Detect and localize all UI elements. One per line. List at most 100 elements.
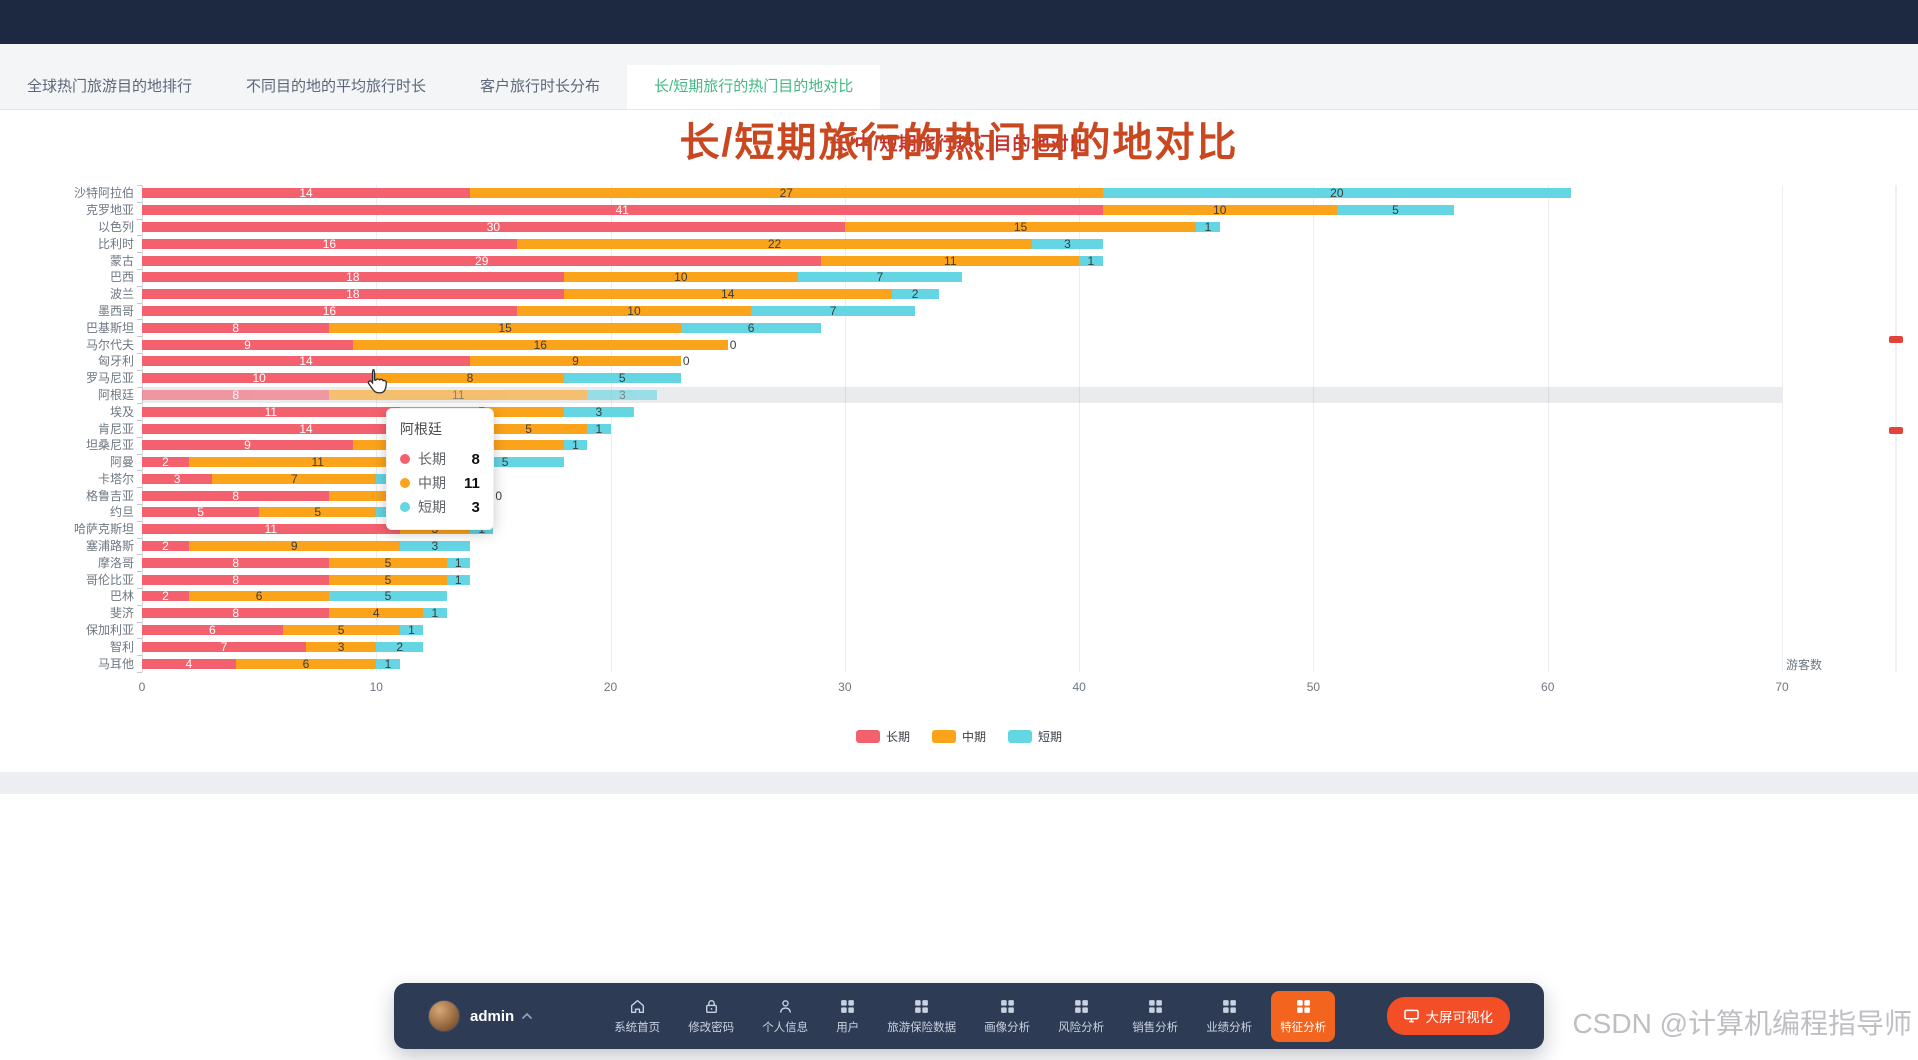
grid-icon — [1221, 998, 1238, 1015]
y-axis-tick — [137, 588, 142, 590]
y-axis-tick — [137, 470, 142, 472]
bottomnav-item-label: 业绩分析 — [1206, 1021, 1253, 1034]
y-axis-label: 克罗地亚 — [85, 203, 134, 218]
y-axis-tick — [137, 319, 142, 321]
tab-duration-distribution[interactable]: 客户旅行时长分布 — [480, 78, 601, 95]
bottomnav-item-portrait-analysis[interactable]: 画像分析 — [975, 991, 1039, 1042]
y-axis-label: 阿根廷 — [97, 387, 134, 402]
bar-segment-中期: 4 — [329, 607, 424, 619]
x-axis-tick-label: 10 — [369, 680, 383, 694]
tab-avg-duration[interactable]: 不同目的地的平均旅行时长 — [246, 78, 427, 95]
bottomnav-item-label: 风险分析 — [1058, 1021, 1105, 1034]
bar-segment-中期: 11 — [329, 389, 588, 401]
gridline-20 — [610, 185, 612, 672]
bar-segment-长期: 14 — [142, 355, 470, 367]
bottomnav-item-risk-analysis[interactable]: 风险分析 — [1049, 991, 1113, 1042]
gridline-70 — [1782, 185, 1783, 672]
bottomnav-item-change-password[interactable]: 修改密码 — [679, 991, 743, 1042]
tabs-container: 全球热门旅游目的地排行 不同目的地的平均旅行时长 客户旅行时长分布 长/短期旅行的热门… — [0, 65, 881, 109]
y-axis-tick — [137, 386, 142, 388]
y-axis-label: 沙特阿拉伯 — [73, 186, 134, 201]
legend-item-中期[interactable]: 中期 — [931, 728, 986, 745]
bottomnav-item-label: 个人信息 — [762, 1021, 809, 1034]
username[interactable]: admin — [470, 1007, 515, 1025]
y-axis-tick — [137, 201, 142, 203]
y-axis-tick — [137, 554, 142, 556]
bottomnav-item-performance-analysis[interactable]: 业绩分析 — [1197, 991, 1261, 1042]
gridline-50 — [1313, 185, 1315, 672]
bottomnav-item-label: 修改密码 — [688, 1021, 735, 1034]
y-axis-label: 阿曼 — [109, 455, 134, 470]
bar-segment-长期: 10 — [142, 372, 377, 384]
tab-global-ranking[interactable]: 全球热门旅游目的地排行 — [27, 78, 193, 95]
bottomnav-item-label: 旅游保险数据 — [887, 1021, 957, 1034]
bottomnav-item-insurance-data[interactable]: 旅游保险数据 — [878, 991, 965, 1042]
bottomnav-item-feature-analysis[interactable]: 特征分析 — [1271, 990, 1336, 1042]
dashboard-button-label: 大屏可视化 — [1425, 1010, 1494, 1025]
tooltip-title: 阿根廷 — [400, 421, 442, 437]
bar-segment-中期: 8 — [376, 372, 564, 384]
tooltip-series-value: 11 — [464, 474, 480, 492]
bar-segment-中期: 27 — [470, 187, 1103, 199]
bar-segment-短期: 1 — [587, 423, 611, 435]
bar-zero-label: 0 — [495, 488, 503, 503]
bottomnav-item-users[interactable]: 用户 — [827, 991, 868, 1042]
bar-segment-长期: 2 — [142, 590, 189, 602]
y-axis-tick — [137, 655, 142, 657]
bar-segment-中期: 7 — [212, 473, 377, 485]
chart-legend: 长期 中期 短期 — [0, 728, 1918, 745]
bar-segment-长期: 3 — [142, 473, 213, 485]
gridline-30 — [844, 185, 846, 672]
y-axis-tick — [137, 235, 142, 237]
bar-segment-短期: 3 — [1032, 238, 1103, 250]
bottomnav-item-profile[interactable]: 个人信息 — [753, 991, 817, 1042]
bar-segment-中期: 3 — [306, 641, 377, 653]
bar-segment-中期: 15 — [329, 322, 681, 334]
tab-bar: 全球热门旅游目的地排行 不同目的地的平均旅行时长 客户旅行时长分布 长/短期旅行的热门… — [0, 44, 1918, 110]
y-axis-tick — [137, 604, 142, 606]
bottomnav-item-home[interactable]: 系统首页 — [605, 991, 669, 1042]
tab-long-short-compare[interactable]: 长/短期旅行的热门目的地对比 — [627, 65, 881, 109]
bar-segment-短期: 1 — [563, 439, 588, 451]
y-axis-tick — [137, 302, 142, 304]
tooltip-series-dot — [400, 478, 410, 488]
bar-segment-中期: 11 — [188, 456, 447, 468]
legend-item-短期[interactable]: 短期 — [1008, 728, 1062, 745]
bar-zero-label: 0 — [729, 337, 737, 352]
legend-item-长期[interactable]: 长期 — [855, 728, 910, 745]
home-icon — [629, 998, 646, 1015]
y-axis-tick — [137, 403, 142, 405]
y-axis-label: 巴西 — [109, 270, 134, 285]
y-axis-label: 约旦 — [109, 505, 134, 520]
avatar[interactable] — [428, 1000, 460, 1032]
y-axis-label: 肯尼亚 — [97, 421, 134, 436]
legend-label: 短期 — [1038, 730, 1063, 744]
datazoom-handle-bottom[interactable] — [1889, 427, 1903, 434]
bar-segment-中期: 14 — [563, 288, 892, 300]
chevron-up-icon[interactable] — [521, 1012, 533, 1020]
bottomnav-item-sales-analysis[interactable]: 销售分析 — [1123, 991, 1187, 1042]
bar-segment-长期: 30 — [142, 221, 845, 233]
x-axis-name: 游客数 — [1786, 658, 1823, 672]
x-axis-tick-label: 30 — [838, 680, 852, 694]
datazoom-handle-top[interactable] — [1889, 336, 1903, 343]
bar-segment-中期: 22 — [516, 238, 1033, 250]
grid-icon — [999, 998, 1016, 1015]
y-axis-label: 坦桑尼亚 — [85, 438, 134, 453]
bar-segment-长期: 2 — [142, 540, 189, 552]
y-axis-tick — [137, 537, 142, 539]
bottom-navbar: admin 系统首页 修改密码 个人信息 用户 旅游保险数据 画像分析 风险分析 销售分析 业绩… — [394, 983, 1544, 1049]
bar-segment-短期: 1 — [376, 658, 400, 670]
bar-segment-短期: 7 — [751, 305, 916, 317]
bar-segment-短期: 3 — [563, 406, 634, 418]
y-axis-label: 埃及 — [109, 404, 134, 419]
y-axis-label: 罗马尼亚 — [85, 371, 134, 386]
y-axis-label: 格鲁吉亚 — [85, 488, 134, 503]
tooltip-series-value: 8 — [471, 450, 480, 468]
bar-segment-中期: 5 — [259, 506, 377, 518]
bar-segment-中期: 10 — [563, 271, 798, 283]
bar-segment-中期: 10 — [1102, 204, 1337, 216]
dashboard-button[interactable]: 大屏可视化 — [1386, 997, 1510, 1035]
monitor-icon — [1403, 1009, 1419, 1023]
bar-segment-长期: 8 — [142, 557, 330, 569]
